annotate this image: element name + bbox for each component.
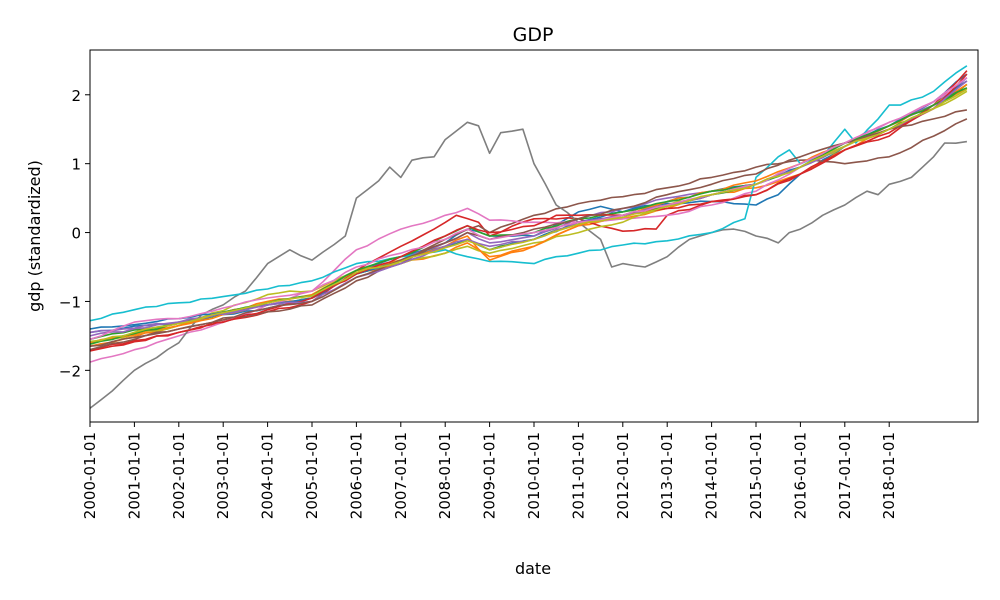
x-tick-label: 2015-01-01	[747, 432, 765, 519]
x-axis: 2000-01-01 2001-01-01 2002-01-01 2003-01-01…	[81, 422, 898, 519]
series-line-3	[89, 83, 968, 341]
series-line-10	[89, 65, 968, 322]
x-tick-label: 2017-01-01	[836, 432, 854, 519]
series-line-14	[89, 73, 968, 352]
series-line-12	[89, 83, 968, 344]
series-line-16	[89, 109, 968, 347]
y-axis: −2 −1 0 1 2	[59, 87, 90, 380]
x-tick-label: 2008-01-01	[436, 432, 454, 519]
x-tick-label: 2001-01-01	[125, 432, 143, 519]
y-tick-label: 0	[71, 225, 81, 243]
x-tick-label: 2007-01-01	[392, 432, 410, 519]
series-line-1	[89, 73, 968, 334]
series-line-15	[89, 80, 968, 334]
x-tick-label: 2003-01-01	[214, 432, 232, 519]
series-line-8	[89, 121, 968, 409]
y-tick-label: −2	[59, 362, 81, 380]
x-tick-label: 2004-01-01	[259, 432, 277, 519]
x-tick-label: 2005-01-01	[303, 432, 321, 519]
x-tick-label: 2013-01-01	[658, 432, 676, 519]
x-tick-label: 2006-01-01	[347, 432, 365, 519]
x-tick-label: 2012-01-01	[614, 432, 632, 519]
y-tick-label: 2	[71, 87, 81, 105]
x-tick-label: 2002-01-01	[170, 432, 188, 519]
y-tick-label: −1	[59, 293, 81, 311]
chart-title: GDP	[513, 24, 554, 46]
x-tick-label: 2016-01-01	[791, 432, 809, 519]
plot-lines	[89, 65, 968, 409]
x-tick-label: 2000-01-01	[81, 432, 99, 519]
y-axis-title: gdp (standardized)	[25, 160, 44, 312]
series-line-18	[89, 88, 968, 343]
x-tick-label: 2009-01-01	[481, 432, 499, 519]
x-tick-label: 2010-01-01	[525, 432, 543, 519]
x-axis-title: date	[515, 559, 551, 578]
x-tick-label: 2018-01-01	[880, 432, 898, 519]
series-line-17	[89, 76, 968, 341]
series-line-11	[89, 80, 968, 330]
y-tick-label: 1	[71, 156, 81, 174]
x-tick-label: 2011-01-01	[569, 432, 587, 519]
x-tick-label: 2014-01-01	[703, 432, 721, 519]
